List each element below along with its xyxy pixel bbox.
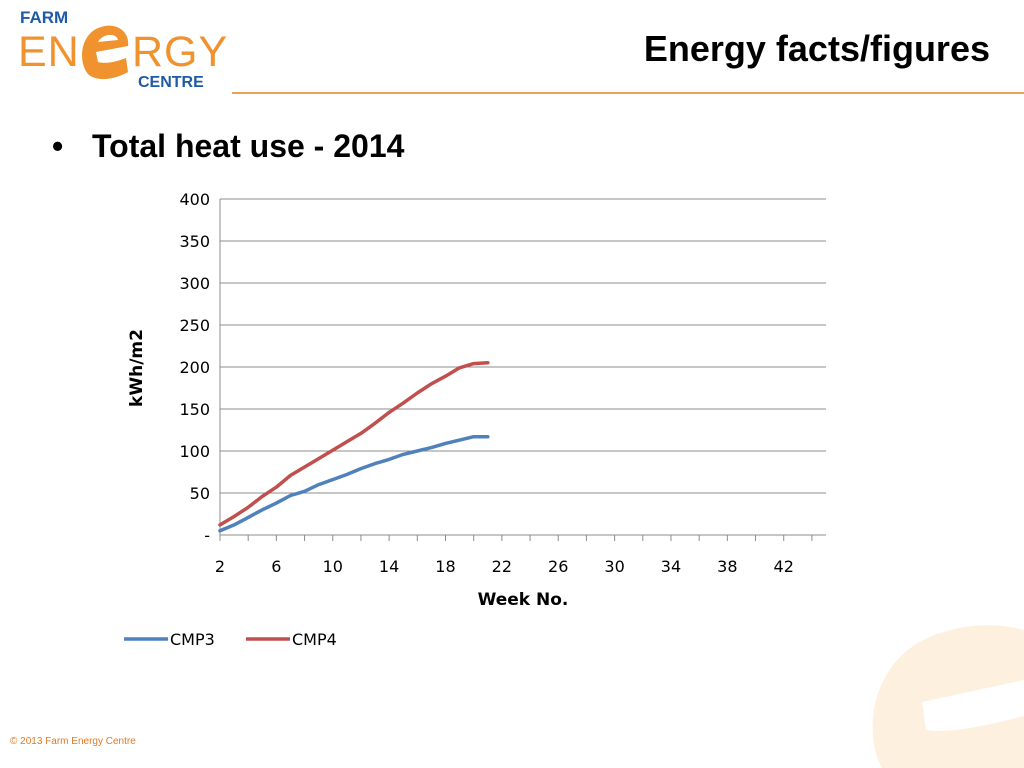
header-divider (232, 92, 1024, 94)
x-tick-label: 42 (774, 557, 794, 576)
series-line-cmp3 (218, 434, 490, 533)
x-tick-label: 34 (661, 557, 681, 576)
bullet-symbol: • (52, 128, 64, 164)
logo-watermark-icon (872, 625, 1024, 768)
x-tick-label: 30 (604, 557, 624, 576)
logo-text-rgy: RGY (132, 28, 229, 76)
farm-energy-centre-logo: FARM EN RGY CENTRE (14, 8, 229, 98)
series-line-cmp4 (218, 361, 490, 527)
y-tick-label: 400 (179, 190, 210, 209)
y-tick-label: 250 (179, 316, 210, 335)
y-tick-label: - (204, 526, 210, 545)
y-tick-label: 100 (179, 442, 210, 461)
y-tick-label: 150 (179, 400, 210, 419)
legend-label-cmp4: CMP4 (292, 630, 337, 649)
x-tick-label: 10 (323, 557, 343, 576)
logo-e-mark-icon (82, 25, 129, 80)
y-axis-ticks: - 50 100 150 200 250 300 350 400 (179, 190, 210, 545)
x-tick-label: 22 (492, 557, 512, 576)
y-axis-label: kWh/m2 (127, 329, 147, 407)
footer-copyright: © 2013 Farm Energy Centre (10, 736, 136, 747)
x-tick-label: 38 (717, 557, 737, 576)
bullet-text: Total heat use - 2014 (92, 128, 405, 164)
x-tick-label: 26 (548, 557, 568, 576)
x-tick-label: 18 (435, 557, 455, 576)
chart-legend: CMP3 CMP4 (124, 630, 337, 649)
logo-text-centre: CENTRE (138, 74, 204, 91)
y-tick-label: 50 (190, 484, 210, 503)
legend-label-cmp3: CMP3 (170, 630, 215, 649)
chart-axes (219, 199, 826, 536)
chart-series-lines (218, 361, 490, 533)
chart-gridlines (220, 198, 826, 494)
logo-text-farm: FARM (20, 8, 69, 27)
y-tick-label: 300 (179, 274, 210, 293)
logo-text-en: EN (18, 28, 80, 76)
x-tick-label: 6 (271, 557, 281, 576)
x-tick-label: 14 (379, 557, 399, 576)
x-axis-label: Week No. (478, 590, 569, 610)
slide-title: Energy facts/figures (643, 28, 990, 69)
y-tick-label: 200 (179, 358, 210, 377)
x-tick-label: 2 (215, 557, 225, 576)
x-axis-ticks: 2 6 10 14 18 22 26 30 34 38 42 (215, 535, 813, 576)
y-tick-label: 350 (179, 232, 210, 251)
